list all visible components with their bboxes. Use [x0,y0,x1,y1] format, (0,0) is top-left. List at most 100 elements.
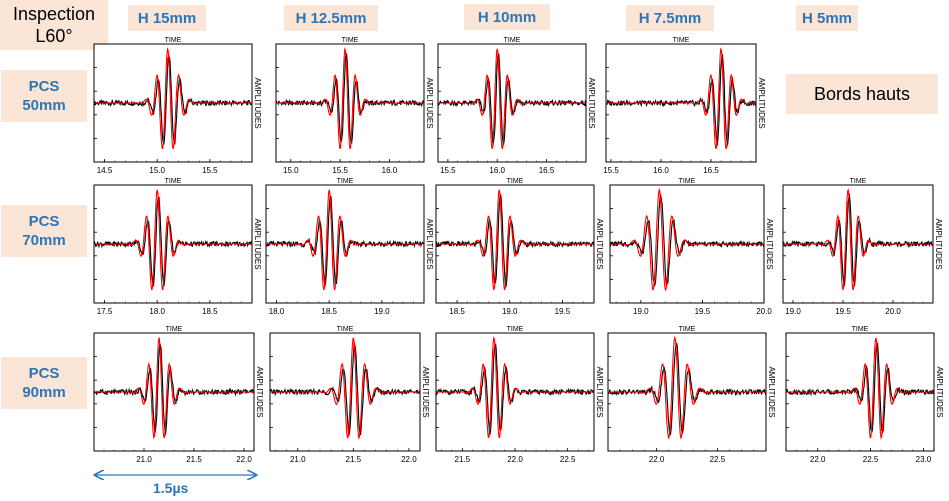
axis-title-time: TIME [504,37,521,44]
axis-label-amplitudes: AMPLITUDES [934,218,943,269]
x-tick-label: 19.0 [785,307,801,316]
chart-pcs90-h15: TIME AMPLITUDES 21.0 21.5 22.0 [93,326,264,464]
series-measured [93,196,253,287]
x-tick-label: 20.0 [885,307,901,316]
axis-label-amplitudes: AMPLITUDES [253,77,262,128]
series-simulated [94,47,252,150]
x-tick-label: 22.0 [236,455,252,464]
series-simulated [608,335,766,440]
chart-pcs90-h5: TIME AMPLITUDES 22.0 22.5 23.0 [785,326,944,464]
chart-pcs70-h10: TIME AMPLITUDES 18.5 19.0 19.5 [435,178,604,316]
x-tick-label: 16.5 [539,166,555,175]
row-header-pcs70: PCS 70mm [1,205,87,257]
x-tick-label: 16.0 [382,166,398,175]
x-tick-label: 22.5 [710,455,726,464]
series-simulated [94,336,254,440]
series-simulated [436,189,594,291]
series-simulated [436,336,594,439]
series-simulated [276,47,424,150]
x-tick-label: 22.0 [401,455,417,464]
chart-pcs50-h12-5: TIME AMPLITUDES 15.0 15.5 16.0 [275,37,434,175]
chart-pcs90-h12-5: TIME AMPLITUDES 21.0 21.5 22.0 [269,326,430,464]
x-tick-label: 21.0 [290,455,306,464]
axis-title-time: TIME [679,326,696,333]
column-header-h5: H 5mm [796,5,858,31]
x-tick-label: 19.5 [835,307,851,316]
series-simulated [783,188,933,291]
x-tick-label: 22.5 [863,455,879,464]
x-tick-label: 19.0 [374,307,390,316]
axis-title-time: TIME [673,37,690,44]
axis-label-amplitudes: AMPLITUDES [421,366,430,417]
series-simulated [270,337,420,440]
x-tick-label: 15.5 [202,166,218,175]
axis-label-amplitudes: AMPLITUDES [255,366,264,417]
x-tick-label: 15.5 [332,166,348,175]
axis-label-amplitudes: AMPLITUDES [595,218,604,269]
axis-label-amplitudes: AMPLITUDES [767,366,776,417]
x-tick-label: 18.5 [202,307,218,316]
chart-pcs70-h15: TIME AMPLITUDES 17.5 18.0 18.5 [93,178,262,316]
bords-hauts-note: Bords hauts [786,74,938,114]
x-tick-label: 21.5 [455,455,471,464]
series-simulated [94,189,252,291]
x-tick-label: 21.5 [346,455,362,464]
inspection-label: Inspection L60° [0,0,108,50]
series-measured [605,52,757,148]
x-tick-label: 22.0 [507,455,523,464]
axis-label-amplitudes: AMPLITUDES [425,218,434,269]
x-tick-label: 15.5 [603,166,619,175]
axis-title-time: TIME [850,178,867,185]
x-tick-label: 15.0 [283,166,299,175]
axis-title-time: TIME [337,178,354,185]
series-simulated [438,48,586,150]
row-header-pcs90: PCS 90mm [1,357,87,409]
series-simulated [606,47,756,150]
axis-title-time: TIME [165,178,182,185]
axis-title-time: TIME [852,326,869,333]
x-tick-label: 18.5 [449,307,465,316]
x-tick-label: 14.5 [97,166,113,175]
chart-pcs90-h10: TIME AMPLITUDES 21.5 22.0 22.5 [435,326,604,464]
chart-pcs90-h7-5: TIME AMPLITUDES 22.0 22.5 [607,326,776,464]
axis-label-amplitudes: AMPLITUDES [757,77,766,128]
x-tick-label: 19.5 [695,307,711,316]
axis-title-time: TIME [166,326,183,333]
axis-label-amplitudes: AMPLITUDES [765,218,774,269]
axis-label-amplitudes: AMPLITUDES [935,366,944,417]
chart-pcs50-h15: TIME AMPLITUDES 14.5 15.0 15.5 [93,37,262,175]
chart-pcs50-h10: TIME AMPLITUDES 15.5 16.0 16.5 [437,37,596,175]
axis-title-time: TIME [342,37,359,44]
x-tick-label: 21.5 [186,455,202,464]
series-simulated [786,337,934,440]
x-tick-label: 19.0 [502,307,518,316]
axis-title-time: TIME [507,326,524,333]
chart-pcs70-h7-5: TIME AMPLITUDES 19.0 19.5 20.0 [609,178,774,316]
axis-label-amplitudes: AMPLITUDES [587,77,596,128]
axis-title-time: TIME [507,178,524,185]
x-tick-label: 16.0 [489,166,505,175]
x-tick-label: 19.5 [555,307,571,316]
axis-title-time: TIME [679,178,696,185]
x-tick-label: 18.5 [321,307,337,316]
series-measured [782,193,934,287]
x-tick-label: 15.0 [149,166,165,175]
series-simulated [266,189,424,291]
x-tick-label: 17.5 [97,307,113,316]
axis-title-time: TIME [337,326,354,333]
x-tick-label: 15.5 [440,166,456,175]
duration-label: 1.5µs [153,480,189,496]
row-header-pcs50: PCS 50mm [1,70,87,122]
x-tick-label: 22.5 [560,455,576,464]
x-tick-label: 22.0 [810,455,826,464]
chart-pcs70-h5: TIME AMPLITUDES 19.0 19.5 20.0 [782,178,943,316]
column-header-h15: H 15mm [128,5,206,31]
x-tick-label: 23.0 [916,455,932,464]
x-tick-label: 18.0 [269,307,285,316]
x-tick-label: 21.0 [136,455,152,464]
x-tick-label: 22.0 [649,455,665,464]
column-header-h10: H 10mm [464,4,550,30]
series-simulated [610,187,764,292]
axis-label-amplitudes: AMPLITUDES [253,218,262,269]
